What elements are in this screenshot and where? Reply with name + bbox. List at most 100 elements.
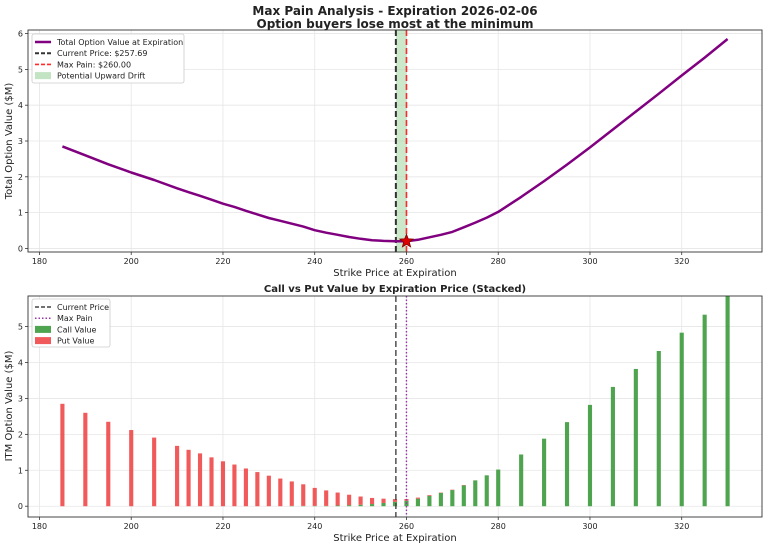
call-value-bar	[703, 315, 707, 507]
top-x-tick-label: 300	[582, 257, 597, 266]
bottom-y-axis-label: ITM Option Value ($M)	[4, 350, 15, 461]
call-value-bar	[381, 503, 385, 506]
put-value-bar	[336, 493, 340, 506]
upward-drift-region	[396, 30, 407, 252]
top-x-tick-label: 280	[491, 257, 506, 266]
top-y-tick-label: 1	[18, 209, 23, 218]
bottom-x-tick-label: 180	[32, 522, 47, 531]
top-legend-label: Total Option Value at Expiration	[56, 38, 183, 47]
top-y-tick-label: 5	[18, 65, 23, 74]
put-value-bar	[278, 479, 282, 507]
put-value-bar	[416, 498, 420, 499]
put-value-bar	[359, 497, 363, 505]
top-x-tick-label: 240	[307, 257, 322, 266]
call-value-bar	[439, 493, 443, 506]
top-x-tick-label: 180	[32, 257, 47, 266]
bottom-chart-title: Call vs Put Value by Expiration Price (S…	[264, 284, 526, 295]
bottom-x-tick-label: 260	[399, 522, 414, 531]
bottom-chart: 180 200 220 240 260 280 300 320 0 1 2 3 4 5 Current Pr…	[18, 296, 762, 531]
top-legend-label: Potential Upward Drift	[57, 72, 145, 81]
call-value-bar	[359, 505, 363, 506]
call-value-bar	[657, 351, 661, 506]
top-y-tick-label: 4	[18, 101, 23, 110]
top-legend-swatch	[35, 72, 51, 79]
put-value-bar	[209, 457, 213, 506]
top-legend-label: Max Pain: $260.00	[57, 60, 131, 69]
top-y-tick-label: 2	[18, 173, 23, 182]
top-chart-subtitle: Option buyers lose most at the minimum	[257, 17, 534, 31]
call-value-bar	[680, 333, 684, 507]
call-value-bar	[370, 504, 374, 506]
bottom-legend-swatch	[35, 337, 51, 344]
call-value-bar	[634, 369, 638, 506]
bottom-x-tick-label: 280	[491, 522, 506, 531]
put-value-bar	[175, 446, 179, 506]
put-value-bar	[301, 484, 305, 506]
bottom-x-axis-label: Strike Price at Expiration	[333, 533, 456, 544]
top-x-tick-label: 260	[399, 257, 414, 266]
put-value-bar	[324, 490, 328, 505]
call-value-bar	[473, 480, 477, 506]
top-y-tick-label: 0	[18, 244, 23, 253]
call-value-bar	[588, 405, 592, 506]
top-legend: Total Option Value at Expiration Current …	[32, 34, 184, 83]
bottom-x-tick-label: 240	[307, 522, 322, 531]
call-value-bar	[462, 485, 466, 506]
top-x-tick-label: 220	[215, 257, 230, 266]
put-value-bar	[152, 438, 156, 507]
top-x-axis-label: Strike Price at Expiration	[333, 268, 456, 279]
bottom-y-tick-label: 0	[18, 502, 23, 511]
put-value-bar	[370, 498, 374, 504]
top-y-tick-label: 3	[18, 137, 23, 146]
call-value-bar	[519, 454, 523, 506]
call-value-bar	[496, 470, 500, 507]
bottom-y-tick-label: 4	[18, 358, 23, 367]
bottom-x-tick-label: 300	[582, 522, 597, 531]
put-value-bar	[427, 495, 431, 496]
put-value-bar	[290, 481, 294, 505]
call-value-bar	[542, 439, 546, 507]
put-value-bar	[106, 422, 110, 506]
put-value-bar	[83, 413, 87, 506]
bottom-legend-label: Max Pain	[57, 314, 93, 323]
put-value-bar	[313, 488, 317, 506]
put-value-bar	[267, 476, 271, 507]
put-value-bar	[198, 453, 202, 506]
bottom-legend-label: Call Value	[57, 325, 97, 334]
put-value-bar	[244, 468, 248, 506]
bottom-y-tick-label: 1	[18, 466, 23, 475]
put-value-bar	[255, 472, 259, 506]
call-value-bar	[427, 496, 431, 506]
top-chart: 180 200 220 240 260 280 300 320 0 1 2 3 4 5 6 Total Opt…	[18, 30, 762, 266]
bottom-legend-label: Put Value	[57, 337, 94, 346]
bottom-legend-label: Current Price	[57, 303, 109, 312]
top-x-tick-label: 320	[674, 257, 689, 266]
bottom-x-tick-label: 220	[215, 522, 230, 531]
top-legend-label: Current Price: $257.69	[57, 49, 147, 58]
bottom-axes-frame	[28, 296, 762, 517]
top-x-tick-label: 200	[124, 257, 139, 266]
bottom-y-tick-label: 2	[18, 430, 23, 439]
put-value-bar	[381, 499, 385, 503]
call-value-bar	[611, 387, 615, 506]
bottom-y-tick-label: 5	[18, 323, 23, 332]
put-value-bar	[347, 495, 351, 505]
put-value-bar	[232, 465, 236, 507]
put-value-bar	[129, 430, 133, 506]
bottom-x-tick-label: 200	[124, 522, 139, 531]
top-chart-title: Max Pain Analysis - Expiration 2026-02-0…	[252, 4, 537, 18]
bottom-legend: Current Price Max Pain Call Value Put Value	[32, 299, 110, 347]
call-value-bar	[726, 296, 730, 506]
bottom-y-tick-label: 3	[18, 394, 23, 403]
call-value-bar	[485, 475, 489, 506]
bottom-legend-swatch	[35, 326, 51, 333]
put-value-bar	[60, 404, 64, 506]
call-value-bar	[347, 505, 351, 506]
call-value-bar	[450, 490, 454, 506]
put-value-bar	[221, 461, 225, 506]
call-value-bar	[336, 506, 340, 507]
call-value-bar	[565, 422, 569, 506]
bottom-x-tick-label: 320	[674, 522, 689, 531]
top-y-tick-label: 6	[18, 30, 23, 39]
put-value-bar	[186, 450, 190, 506]
